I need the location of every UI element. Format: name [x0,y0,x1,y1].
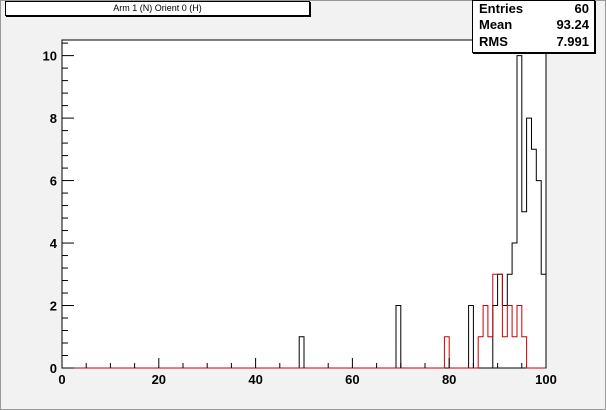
y-tick-label: 2 [50,299,57,314]
x-tick-label: 20 [152,372,166,387]
y-tick-label: 10 [43,49,57,64]
chart-title: Arm 1 (N) Orient 0 (H) [5,1,310,16]
y-tick-label: 8 [50,111,57,126]
x-tick-label: 100 [535,372,557,387]
x-tick-label: 40 [248,372,262,387]
stat-row-entries: Entries 60 [479,1,589,17]
stat-key: Entries [479,1,524,16]
y-tick-label: 4 [50,236,58,251]
x-tick-label: 80 [442,372,456,387]
stat-key: Mean [479,17,513,32]
stat-value: 60 [574,1,589,16]
y-tick-label: 0 [50,361,57,376]
stats-box: Entries 60 Mean 93.24 RMS 7.991 [472,0,595,53]
x-tick-label: 60 [345,372,359,387]
stat-row-mean: Mean 93.24 [479,17,589,33]
x-tick-label: 0 [58,372,65,387]
stat-value: 7.991 [556,34,589,49]
y-tick-label: 6 [50,174,57,189]
histogram-series-1 [62,273,546,369]
plot-frame [61,39,547,369]
stat-value: 93.24 [556,17,589,32]
stat-key: RMS [479,34,508,49]
stat-row-rms: RMS 7.991 [479,34,589,50]
